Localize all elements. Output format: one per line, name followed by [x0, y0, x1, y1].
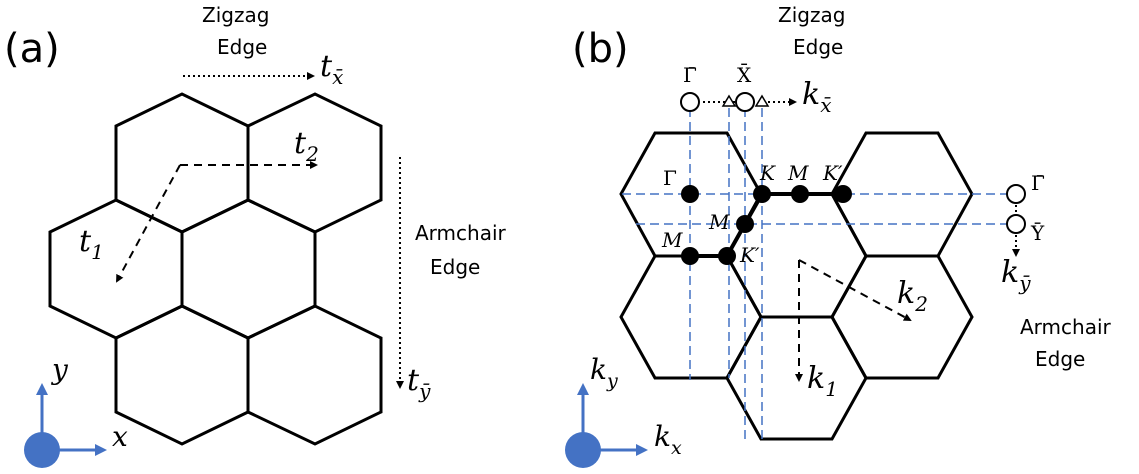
k-prime-low-label: K′ [739, 243, 760, 267]
armchair-label-a-1: Armchair [415, 221, 507, 245]
axis-y-label-a: y [50, 353, 69, 386]
m-point-top [791, 185, 809, 203]
k-point [753, 185, 771, 203]
x-bar-top-marker [735, 92, 755, 112]
axis-x-label-a: x [112, 420, 128, 453]
triangle-marker [721, 94, 737, 107]
k-prime-point-top [834, 185, 852, 203]
t1-label: t1 [79, 224, 104, 264]
armchair-label-a-2: Edge [430, 255, 480, 279]
hexagon [114, 304, 250, 446]
y-bar-right-label: Ȳ [1030, 221, 1045, 245]
panel-b: (b) Zigzag Edge Γ̄ X̄ kx̄ [565, 3, 1112, 468]
hexagon [246, 304, 383, 446]
gamma-bar-right-marker [1006, 184, 1026, 204]
t2-label: t2 [294, 126, 319, 166]
panel-b-label: (b) [572, 26, 629, 72]
m-mid-label: M [708, 210, 730, 234]
k-prime-top-label: K′ [822, 161, 843, 185]
origin-dot-b [565, 432, 601, 468]
gamma-label: Γ [663, 166, 677, 190]
origin-dot-a [24, 432, 60, 468]
hexagon [619, 254, 763, 380]
k-prime-point-low [718, 247, 736, 265]
lattice-a [48, 92, 383, 446]
m-top-label: M [787, 161, 809, 185]
m-point-mid [736, 215, 754, 233]
panel-a-label: (a) [4, 26, 60, 72]
hexagon [830, 254, 974, 380]
armchair-label-b-1: Armchair [1020, 315, 1112, 339]
k2-arrow [798, 259, 912, 321]
x-bar-top-label: X̄ [737, 62, 752, 87]
t-xbar-label: tx̄ [320, 49, 343, 89]
k-ybar-label: kȳ [1001, 255, 1031, 295]
t1-arrow [116, 164, 181, 283]
k1-label: k1 [807, 361, 838, 401]
panel-a: (a) Zigzag Edge tx̄ t2 t1 Armchair Edge … [4, 3, 507, 468]
hexagon [114, 92, 250, 234]
gamma-point [681, 185, 699, 203]
triangle-marker [754, 94, 770, 107]
axis-ky-label-b: ky [590, 353, 618, 392]
y-bar-right-marker [1006, 214, 1026, 234]
zigzag-label-b-1: Zigzag [778, 3, 845, 27]
hexagon [48, 198, 184, 340]
t-ybar-label: tȳ [407, 363, 431, 403]
zigzag-label-a-2: Edge [217, 35, 267, 59]
k-label: K [759, 161, 776, 185]
gamma-bar-top-label: Γ̄ [683, 63, 697, 87]
m-left-label: M [661, 228, 683, 252]
hexagon [725, 315, 868, 441]
k2-label: k2 [897, 276, 928, 316]
zigzag-label-b-2: Edge [793, 35, 843, 59]
gamma-bar-top-marker [680, 92, 700, 112]
axis-kx-label-b: kx [654, 420, 682, 459]
high-symmetry-points [681, 185, 852, 265]
m-point-left [681, 247, 699, 265]
zigzag-label-a-1: Zigzag [202, 3, 269, 27]
gamma-bar-right-label: Γ̄ [1031, 171, 1045, 195]
armchair-label-b-2: Edge [1035, 347, 1085, 371]
k-xbar-label: kx̄ [802, 77, 831, 117]
